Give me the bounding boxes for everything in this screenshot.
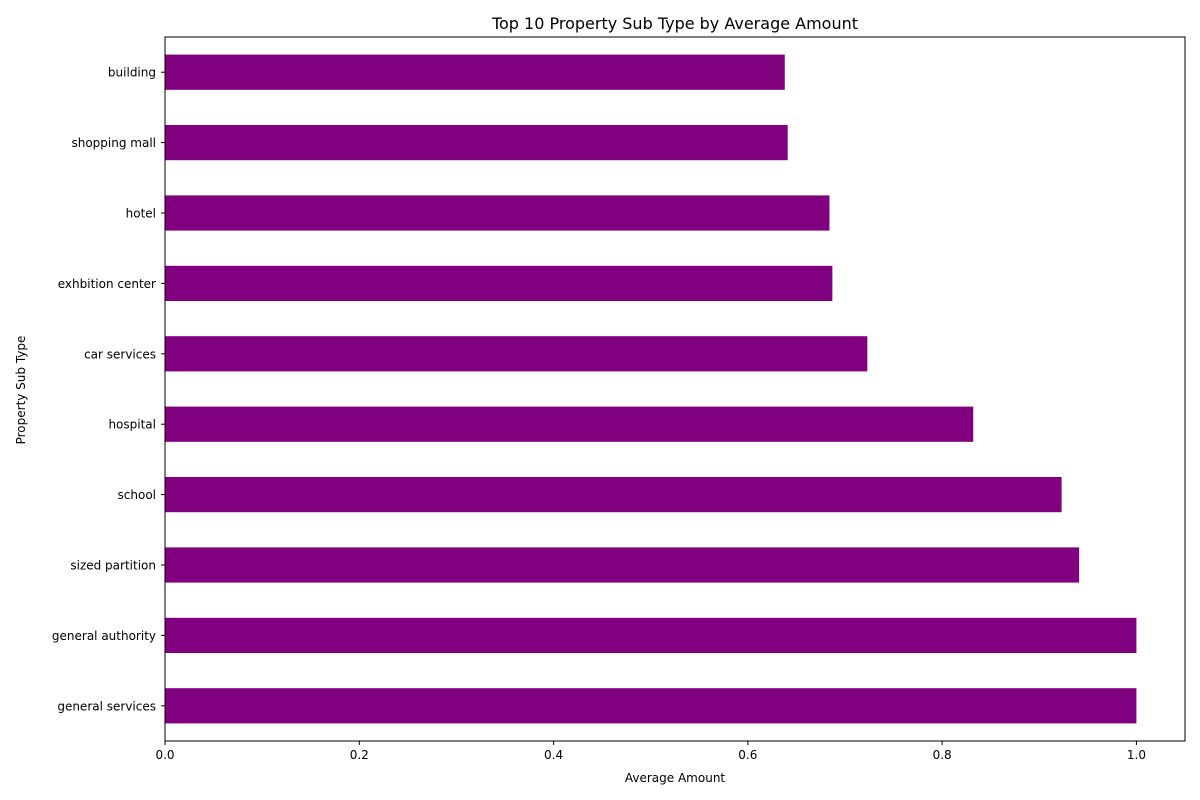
y-tick-label: shopping mall xyxy=(71,136,156,150)
y-tick-label: sized partition xyxy=(70,559,156,573)
y-tick-label: car services xyxy=(84,347,156,361)
bar-sized-partition xyxy=(165,547,1080,583)
bar-car-services xyxy=(165,336,868,372)
chart-title: Top 10 Property Sub Type by Average Amou… xyxy=(491,14,858,33)
bar-hospital xyxy=(165,406,974,442)
y-tick-label: general authority xyxy=(52,629,156,643)
bar-shopping-mall xyxy=(165,125,788,161)
x-ticks-group: 0.0 0.2 0.4 0.6 0.8 1.0 xyxy=(155,741,1146,762)
x-tick-label: 0.8 xyxy=(933,748,952,762)
x-tick-label: 0.0 xyxy=(155,748,174,762)
x-tick-label: 0.2 xyxy=(350,748,369,762)
plot-frame xyxy=(164,36,1186,742)
bar-school xyxy=(165,477,1062,513)
x-tick-label: 1.0 xyxy=(1127,748,1146,762)
x-axis-title: Average Amount xyxy=(625,771,726,785)
bar-exhbition-center xyxy=(165,265,833,301)
y-tick-label: school xyxy=(118,488,156,502)
x-tick-label: 0.4 xyxy=(544,748,563,762)
y-tick-label: hospital xyxy=(108,418,156,432)
y-tick-label: exhbition center xyxy=(58,277,156,291)
x-tick-label: 0.6 xyxy=(738,748,757,762)
bar-general-services xyxy=(165,688,1137,724)
y-axis-title: Property Sub Type xyxy=(14,336,28,445)
y-tick-label: building xyxy=(108,66,156,80)
bar-hotel xyxy=(165,195,830,231)
y-tick-label: hotel xyxy=(126,207,156,221)
bars-group xyxy=(165,54,1137,724)
bar-building xyxy=(165,54,785,90)
y-tick-label: general services xyxy=(57,699,156,713)
bar-general-authority xyxy=(165,617,1137,653)
y-ticks-group: general services general authority sized p… xyxy=(52,66,165,713)
